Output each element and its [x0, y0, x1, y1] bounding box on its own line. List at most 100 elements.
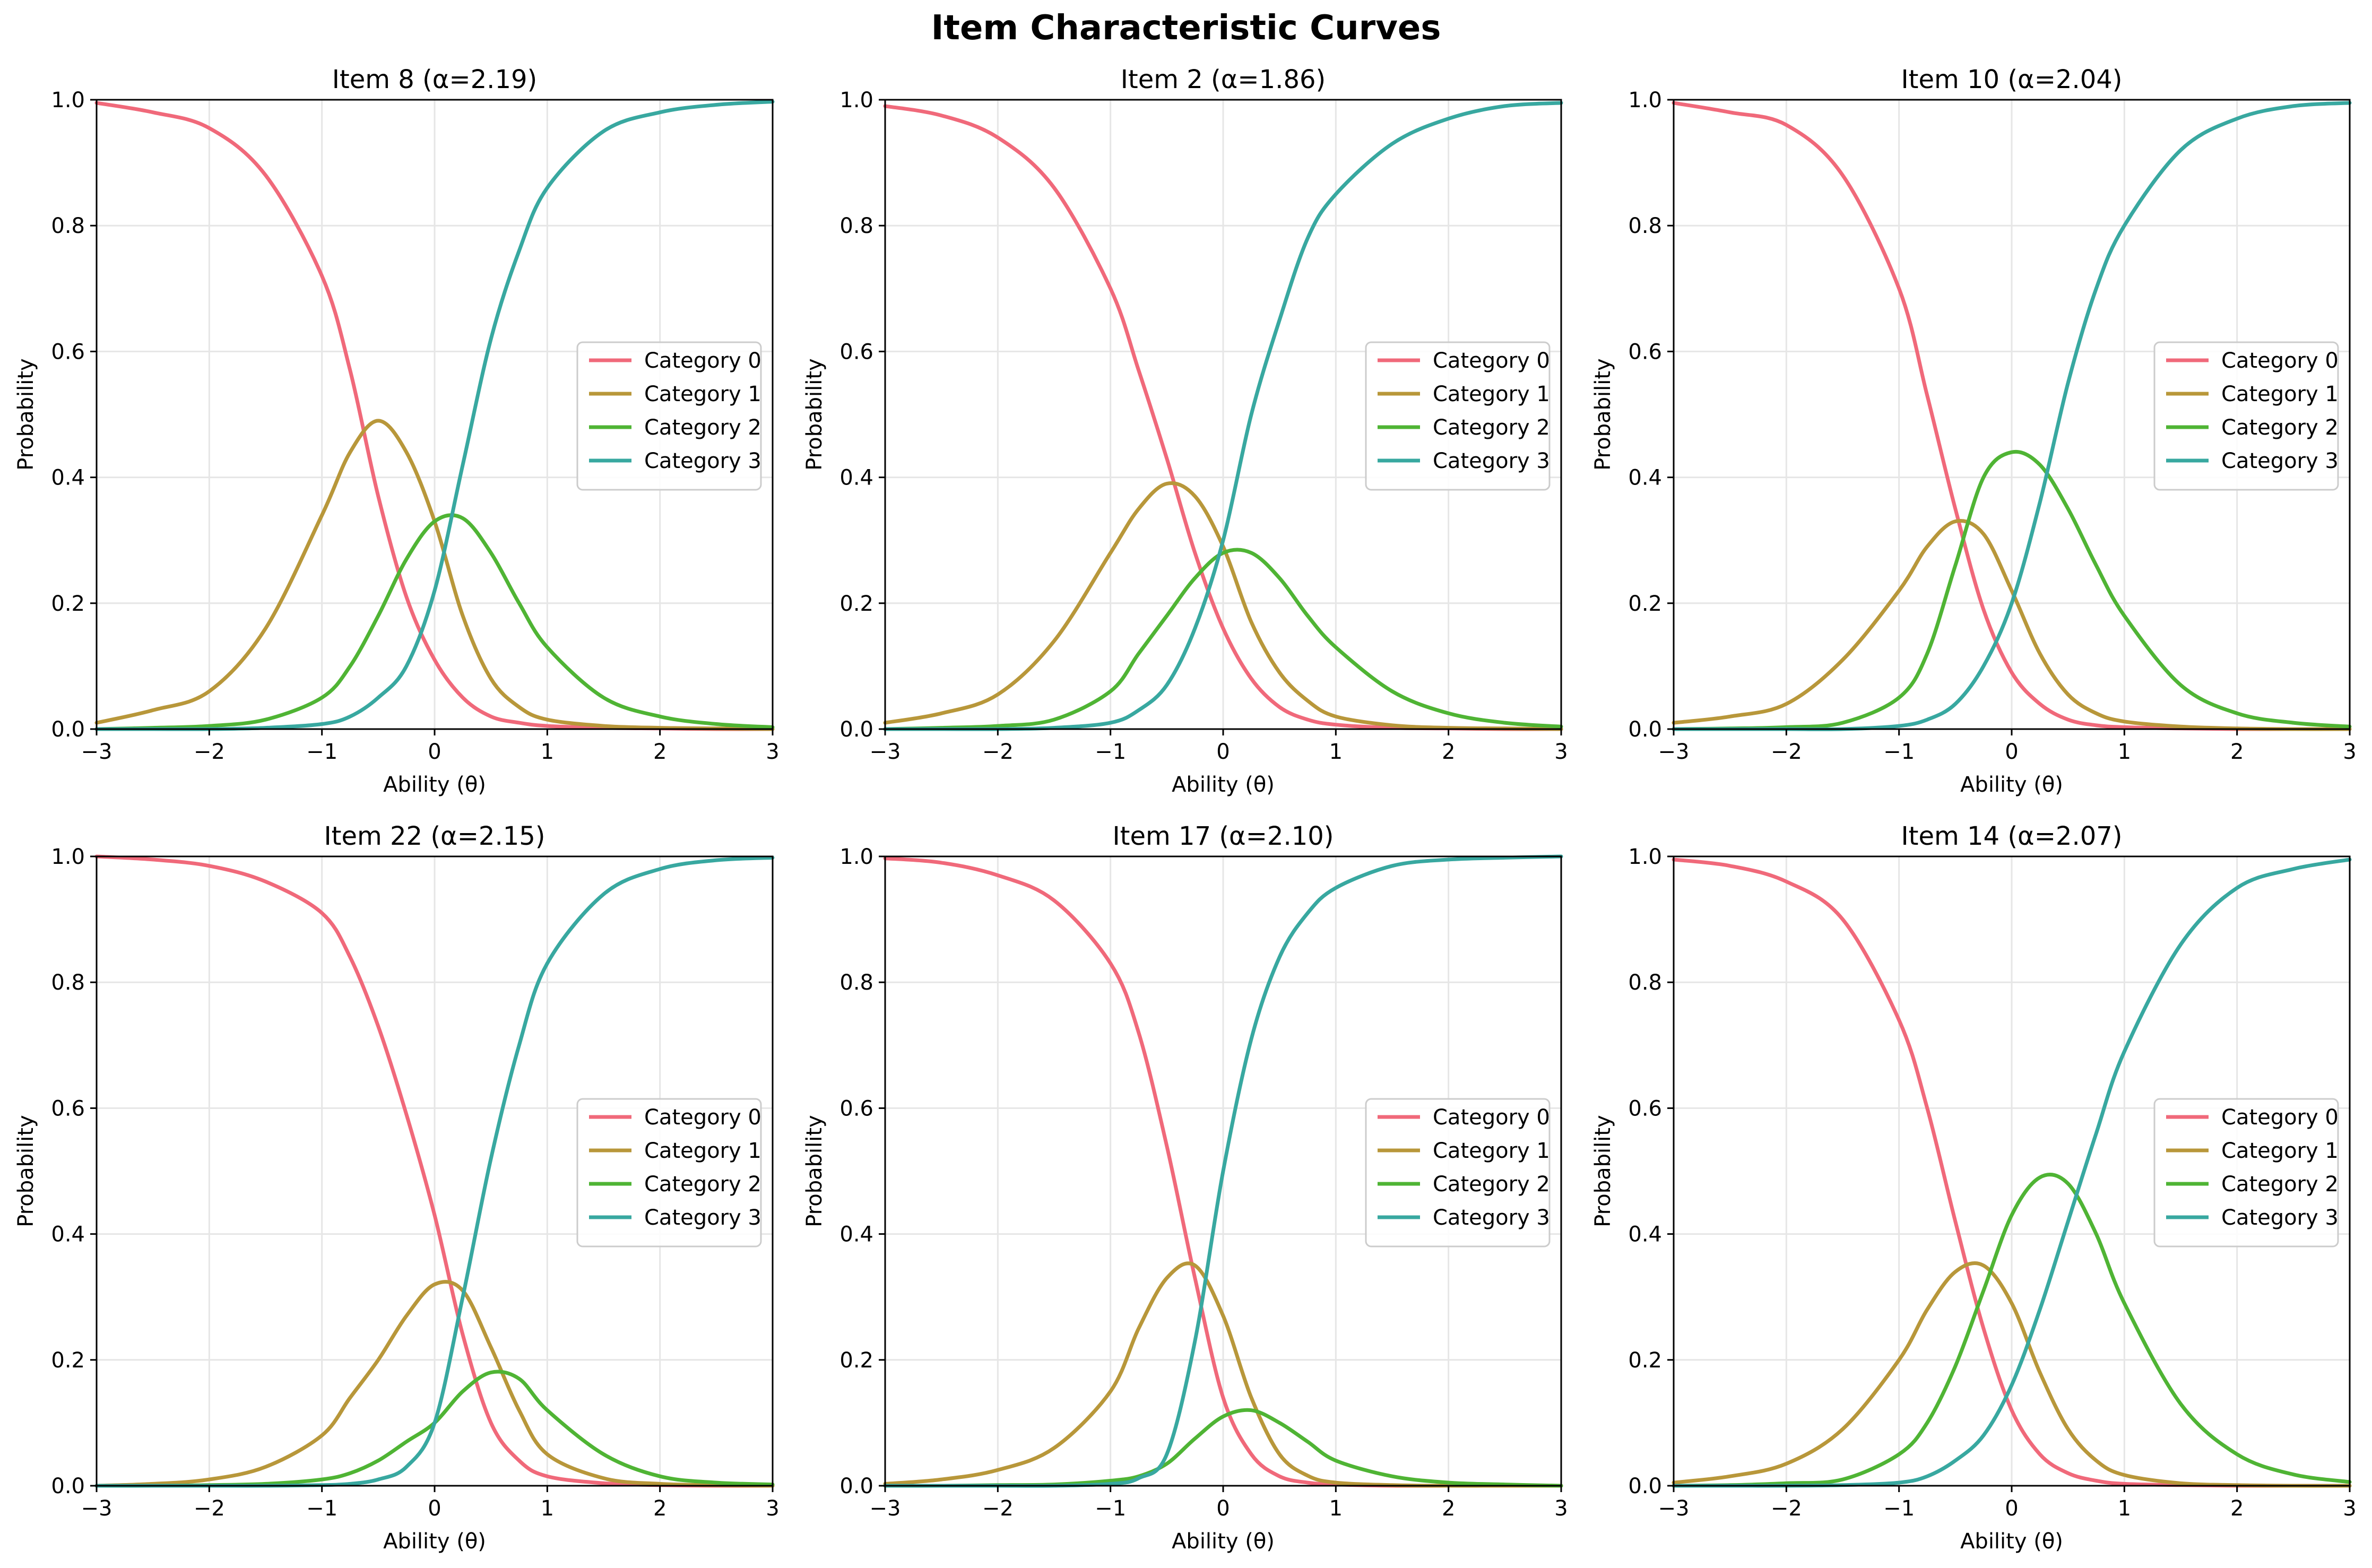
subplot-5: Item 17 (α=2.10)−3 −2 −1 0 1 2 30.00.20.40.60.…: [802, 821, 1568, 1554]
legend-label: Category 3: [1433, 1206, 1550, 1230]
x-axis-ticks: −3 −2 −1 0 1 2 3: [81, 729, 780, 764]
legend-label: Category 3: [644, 449, 761, 473]
y-tick-label: 0.8: [51, 214, 85, 238]
x-tick-label: 2: [2230, 740, 2244, 764]
legend-label: Category 2: [644, 1172, 761, 1197]
y-axis-label: Probability: [14, 1115, 38, 1227]
legend: Category 0 Category 1 Category 2 Category 3: [576, 1098, 762, 1248]
x-tick-label: 3: [1554, 740, 1568, 764]
series-line-category-1: [883, 481, 1563, 731]
x-axis-label: Ability (θ): [1172, 1529, 1275, 1554]
y-tick-label: 0.6: [51, 1096, 85, 1121]
series-line-category-2: [94, 513, 775, 731]
legend-label: Category 0: [644, 1105, 761, 1130]
x-tick-label: 0: [1216, 740, 1230, 764]
series-line-category-3: [94, 100, 775, 731]
y-tick-label: 1.0: [51, 88, 85, 112]
y-axis-label: Probability: [14, 358, 38, 470]
x-axis-ticks: −3 −2 −1 0 1 2 3: [870, 729, 1568, 764]
legend-label: Category 1: [2221, 382, 2339, 406]
legend-label: Category 0: [1433, 1105, 1550, 1130]
subplot-6: Item 14 (α=2.07)−3 −2 −1 0 1 2 30.00.20.40.60.…: [1591, 821, 2357, 1554]
x-tick-label: −2: [194, 1496, 225, 1521]
y-tick-label: 0.0: [51, 717, 85, 742]
y-tick-label: 0.2: [839, 1348, 873, 1373]
y-tick-label: 0.6: [1628, 1096, 1662, 1121]
y-tick-label: 0.2: [51, 1348, 85, 1373]
y-tick-label: 0.0: [1628, 717, 1662, 742]
legend-label: Category 2: [644, 415, 761, 440]
subplot-title: Item 8 (α=2.19): [332, 65, 538, 94]
subplot-2: Item 2 (α=1.86) −3 −2 −1 0 1 2 3 0.0 0.2 0.4 0.6 0.8…: [802, 65, 1568, 797]
y-tick-label: 1.0: [1628, 88, 1662, 112]
x-tick-label: −2: [982, 1496, 1014, 1521]
y-tick-label: 0.0: [839, 1474, 873, 1498]
legend: Category 0 Category 1 Category 2 Category 3: [2153, 1098, 2339, 1248]
x-tick-label: 2: [653, 1496, 666, 1521]
legend-box: [2153, 1098, 2339, 1248]
x-tick-label: −1: [1095, 740, 1126, 764]
legend-label: Category 2: [2221, 415, 2339, 440]
y-axis-ticks: 0.0 0.2 0.4 0.6 0.8 1.0: [839, 845, 885, 1498]
x-tick-label: 3: [766, 1496, 779, 1521]
y-tick-label: 0.4: [51, 1223, 85, 1247]
subplot-title: Item 14 (α=2.07): [1901, 821, 2122, 851]
legend-label: Category 0: [1433, 349, 1550, 373]
y-axis-ticks: 0.0 0.2 0.4 0.6 0.8 1.0: [51, 88, 97, 742]
y-axis-ticks: 0.0 0.2 0.4 0.6 0.8 1.0: [1628, 88, 1674, 742]
series-line-category-1: [1672, 1261, 2352, 1488]
y-tick-label: 0.4: [839, 466, 873, 490]
x-tick-label: 2: [653, 740, 666, 764]
y-tick-label: 0.8: [1628, 971, 1662, 995]
x-tick-label: −1: [1095, 1496, 1126, 1521]
x-axis-ticks: −3 −2 −1 0 1 2 3: [870, 1486, 1568, 1521]
legend-label: Category 2: [2221, 1172, 2339, 1197]
x-axis-label: Ability (θ): [1960, 1529, 2063, 1554]
legend: Category 0 Category 1 Category 2 Category 3: [2153, 341, 2339, 491]
x-tick-label: 1: [2118, 1496, 2131, 1521]
x-tick-label: 3: [766, 740, 779, 764]
y-tick-label: 0.8: [839, 214, 873, 238]
subplot-title: Item 17 (α=2.10): [1112, 821, 1334, 851]
x-tick-label: −3: [870, 1496, 901, 1521]
x-tick-label: 2: [1442, 1496, 1455, 1521]
x-tick-label: 3: [2343, 740, 2356, 764]
legend-label: Category 1: [1433, 382, 1550, 406]
panels: Item 8 (α=2.19) −3 −2 −1 0 1 2 3 0.0 0.2 0.4 0.6 0.8…: [14, 65, 2357, 1554]
legend-box: [2153, 341, 2339, 491]
y-tick-label: 0.6: [51, 340, 85, 364]
series-line-category-2: [1672, 449, 2352, 731]
legend-box: [1365, 341, 1551, 491]
x-axis-ticks: −3 −2 −1 0 1 2 3: [1658, 1486, 2357, 1521]
y-axis-ticks: 0.0 0.2 0.4 0.6 0.8 1.0: [1628, 845, 1674, 1498]
subplot-title: Item 22 (α=2.15): [324, 821, 545, 851]
x-tick-label: 2: [1442, 740, 1455, 764]
legend: Category 0 Category 1 Category 2 Category 3: [576, 341, 762, 491]
series-line-category-0: [94, 854, 775, 1488]
x-tick-label: −3: [870, 740, 901, 764]
series-group: [94, 100, 775, 731]
subplot-4: Item 22 (α=2.15)−3 −2 −1 0 1 2 30.00.20.40.60.…: [14, 821, 780, 1554]
y-tick-label: 0.2: [1628, 1348, 1662, 1373]
y-tick-label: 0.6: [839, 1096, 873, 1121]
subplot-3: Item 10 (α=2.04)−3 −2 −1 0 1 2 30.00.20.40.60.…: [1591, 65, 2357, 797]
y-tick-label: 0.0: [1628, 1474, 1662, 1498]
x-tick-label: 1: [2118, 740, 2131, 764]
legend-box: [576, 341, 762, 491]
y-tick-label: 0.4: [1628, 466, 1662, 490]
y-axis-label: Probability: [802, 358, 827, 470]
legend-label: Category 0: [2221, 349, 2339, 373]
series-line-category-1: [1672, 519, 2352, 731]
legend-label: Category 1: [644, 1139, 761, 1163]
x-tick-label: −2: [1771, 1496, 1802, 1521]
x-tick-label: −3: [81, 740, 112, 764]
x-axis-ticks: −3 −2 −1 0 1 2 3: [1658, 729, 2357, 764]
x-tick-label: −3: [1658, 1496, 1690, 1521]
x-tick-label: −1: [1883, 1496, 1915, 1521]
x-axis-label: Ability (θ): [1172, 773, 1275, 797]
figure-title: Item Characteristic Curves: [931, 8, 1441, 48]
y-axis-ticks: 0.0 0.2 0.4 0.6 0.8 1.0: [839, 88, 885, 742]
series-line-category-0: [883, 104, 1563, 731]
x-tick-label: 0: [2005, 740, 2018, 764]
